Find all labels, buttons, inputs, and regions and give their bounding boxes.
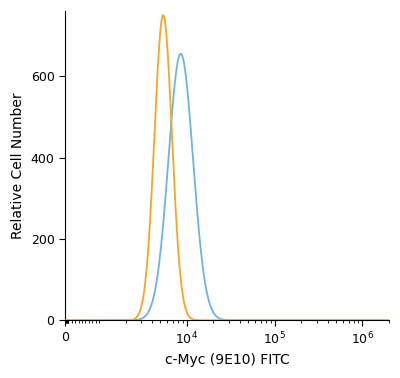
X-axis label: c-Myc (9E10) FITC: c-Myc (9E10) FITC bbox=[164, 353, 289, 367]
Y-axis label: Relative Cell Number: Relative Cell Number bbox=[11, 92, 25, 239]
